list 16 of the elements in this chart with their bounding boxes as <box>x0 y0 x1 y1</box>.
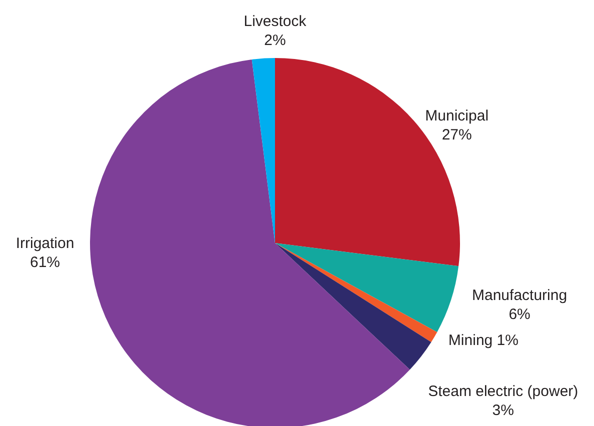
pie-slice <box>252 58 275 243</box>
data-label: 61% <box>30 254 60 271</box>
pie-slice <box>275 243 438 342</box>
slice-label: Mining 1% <box>448 332 518 350</box>
slice-label: Manufacturing <box>472 286 568 304</box>
data-label: 3% <box>492 402 514 420</box>
pie-slice <box>90 59 410 426</box>
data-label: 6% <box>508 306 530 323</box>
slice-label: Livestock <box>244 13 307 30</box>
data-label: 27% <box>442 126 472 144</box>
slice-label: Municipal <box>425 108 489 125</box>
slice-label: Steam electric (power) <box>428 383 578 400</box>
pie-slice <box>275 243 459 332</box>
pie-slice <box>275 243 432 370</box>
slice-label: Irrigation <box>16 235 74 252</box>
data-label: 2% <box>264 32 286 49</box>
